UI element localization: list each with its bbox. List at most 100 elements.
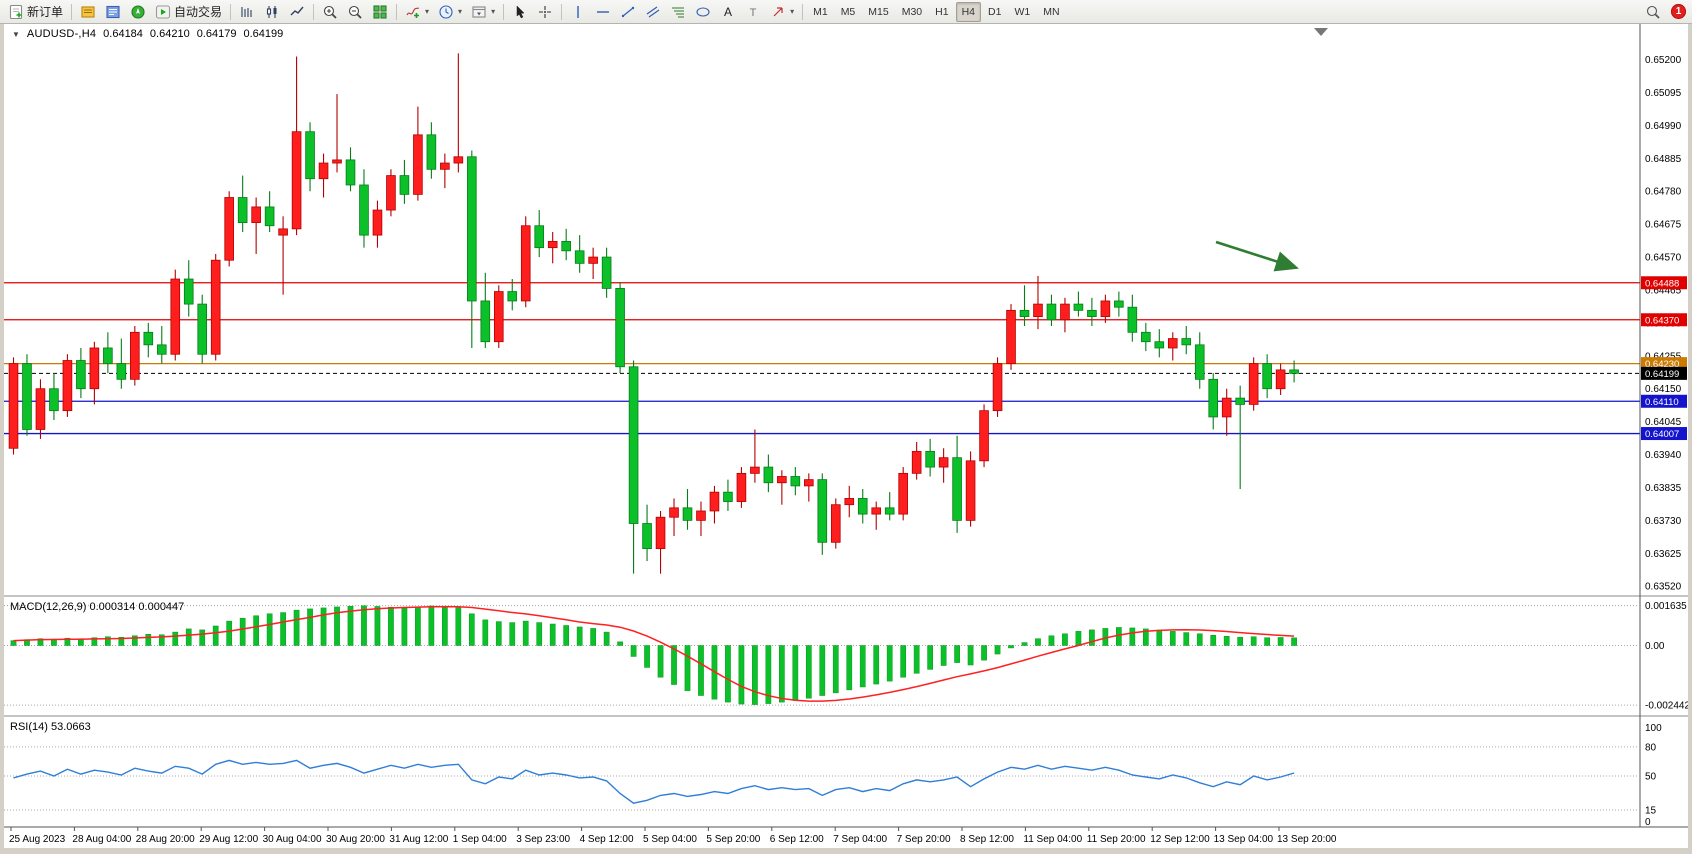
time-axis-label: 1 Sep 04:00 bbox=[453, 834, 507, 845]
time-axis-label: 5 Sep 20:00 bbox=[706, 834, 760, 845]
chart-bars-button[interactable] bbox=[235, 1, 259, 23]
toolbar-separator bbox=[71, 3, 73, 20]
candle-body bbox=[183, 278, 194, 305]
channel-button[interactable] bbox=[641, 1, 665, 23]
crosshair-button[interactable] bbox=[533, 1, 557, 23]
periods-button[interactable]: ▾ bbox=[434, 1, 466, 23]
candle-body bbox=[264, 206, 275, 227]
timeframe-button-h4[interactable]: H4 bbox=[955, 1, 982, 22]
macd-histogram-bar bbox=[994, 645, 1001, 655]
candle-body bbox=[1060, 303, 1070, 321]
price-axis[interactable]: 0.65200 0.65095 0.64990 0.64885 0.64780 0.646… bbox=[1645, 55, 1682, 593]
shapes-icon bbox=[695, 4, 711, 20]
navigator-button[interactable] bbox=[126, 1, 150, 23]
macd-histogram-bar bbox=[1048, 635, 1055, 646]
price-axis-label: 0.63940 bbox=[1645, 450, 1682, 461]
macd-histogram-bar bbox=[630, 645, 637, 657]
chart-window[interactable]: ▼ AUDUSD-,H4 0.64184 0.64210 0.64179 0.6… bbox=[4, 24, 1688, 848]
candle-body bbox=[278, 228, 288, 236]
candle-body bbox=[1289, 369, 1299, 374]
candle-body bbox=[763, 466, 774, 484]
macd-histogram-bar bbox=[725, 645, 731, 703]
chart-shift-marker-icon[interactable] bbox=[1314, 28, 1328, 36]
macd-histogram-bar bbox=[239, 617, 246, 646]
time-axis[interactable]: 25 Aug 2023 28 Aug 04:00 28 Aug 20:00 29 Au… bbox=[9, 827, 1337, 845]
vertical-line-button[interactable] bbox=[566, 1, 590, 23]
low-value: 0.64179 bbox=[196, 28, 237, 40]
horizontal-line-button[interactable] bbox=[591, 1, 615, 23]
timeframe-button-m1[interactable]: M1 bbox=[813, 5, 828, 18]
main-toolbar: 新订单 自动交易 ▾ ▾ ▾ A T ▾ M1 M5 M15 M30 H1 H4 D1 W1 MN 1 bbox=[0, 0, 1692, 24]
candle-body bbox=[884, 507, 895, 515]
open-value: 0.64184 bbox=[103, 28, 143, 40]
timeframe-button-w1[interactable]: W1 bbox=[1014, 5, 1031, 18]
zoom-out-button[interactable] bbox=[343, 1, 367, 23]
shapes-button[interactable] bbox=[691, 1, 715, 23]
candle-body bbox=[413, 134, 423, 195]
chart-line-button[interactable] bbox=[285, 1, 309, 23]
price-axis-label: 0.63520 bbox=[1645, 582, 1682, 593]
time-axis-label: 4 Sep 12:00 bbox=[580, 834, 634, 845]
data-window-button[interactable] bbox=[101, 1, 125, 23]
price-axis-label: 0.63625 bbox=[1645, 549, 1682, 560]
macd-histogram-bar bbox=[684, 645, 691, 691]
price-axis-label: 0.64465 bbox=[1645, 285, 1682, 296]
price-tag-label: 0.64230 bbox=[1645, 359, 1679, 370]
macd-histogram-bar bbox=[603, 631, 610, 646]
macd-histogram-bar bbox=[388, 606, 394, 646]
price-tag-label: 0.64007 bbox=[1645, 429, 1679, 440]
candle-body bbox=[1275, 369, 1286, 390]
resistance-line-1-tag: 0.64488 bbox=[1641, 276, 1687, 290]
macd-histogram-bar bbox=[886, 645, 893, 682]
macd-histogram-bar bbox=[64, 637, 71, 646]
candle-body bbox=[143, 331, 154, 346]
timeframe-button-mn[interactable]: MN bbox=[1043, 5, 1060, 18]
time-axis-label: 29 Aug 12:00 bbox=[199, 834, 258, 845]
candle-body bbox=[696, 510, 706, 521]
price-tag-label: 0.64110 bbox=[1645, 397, 1679, 408]
auto-trading-button[interactable]: 自动交易 bbox=[151, 1, 226, 23]
timeframe-button-m5[interactable]: M5 bbox=[840, 5, 856, 18]
arrows-button[interactable]: ▾ bbox=[766, 1, 798, 23]
timeframe-button-m30[interactable]: M30 bbox=[901, 5, 923, 18]
zoom-in-icon bbox=[322, 4, 338, 20]
candle-body bbox=[453, 156, 464, 164]
market-watch-button[interactable] bbox=[76, 1, 100, 23]
chevron-down-icon[interactable]: ▼ bbox=[12, 29, 20, 39]
zoom-in-button[interactable] bbox=[318, 1, 342, 23]
trendline-button[interactable] bbox=[616, 1, 640, 23]
timeframe-button-m15[interactable]: M15 bbox=[868, 5, 889, 18]
trend-arrow-annotation[interactable] bbox=[1215, 240, 1299, 272]
time-axis-label: 11 Sep 20:00 bbox=[1087, 834, 1146, 845]
toolbar-separator bbox=[230, 3, 232, 20]
macd-histogram-bar bbox=[118, 636, 125, 646]
candle-body bbox=[237, 197, 248, 223]
chart-candles-button[interactable] bbox=[260, 1, 284, 23]
indicators-button[interactable]: ▾ bbox=[401, 1, 433, 23]
timeframe-button-h1[interactable]: H1 bbox=[935, 5, 949, 18]
tile-windows-button[interactable] bbox=[368, 1, 392, 23]
notification-badge[interactable]: 1 bbox=[1671, 4, 1686, 19]
candle-body bbox=[224, 197, 234, 261]
templates-button[interactable]: ▾ bbox=[467, 1, 499, 23]
chart-background bbox=[4, 24, 1688, 848]
candles bbox=[8, 53, 1299, 574]
macd-histogram-bar bbox=[37, 638, 44, 646]
price-axis-label: 0.64150 bbox=[1645, 384, 1682, 395]
macd-histogram-bar bbox=[1035, 638, 1041, 646]
toolbar-separator bbox=[313, 3, 315, 20]
search-button[interactable] bbox=[1641, 1, 1665, 23]
label-button[interactable]: T bbox=[741, 1, 765, 23]
text-button[interactable]: A bbox=[716, 1, 740, 23]
cursor-button[interactable] bbox=[508, 1, 532, 23]
timeframe-button-d1[interactable]: D1 bbox=[988, 5, 1002, 18]
crosshair-icon bbox=[537, 4, 553, 20]
time-axis-label: 3 Sep 23:00 bbox=[516, 834, 570, 845]
candle-body bbox=[938, 457, 949, 468]
candle-body bbox=[8, 363, 19, 449]
fibonacci-button[interactable] bbox=[666, 1, 690, 23]
price-tag-bg bbox=[1641, 427, 1687, 441]
price-axis-label: 0.65095 bbox=[1645, 88, 1682, 99]
new-order-button[interactable]: 新订单 bbox=[4, 1, 67, 23]
chart-canvas[interactable]: 0.65200 0.65095 0.64990 0.64885 0.64780 0.646… bbox=[4, 24, 1688, 848]
